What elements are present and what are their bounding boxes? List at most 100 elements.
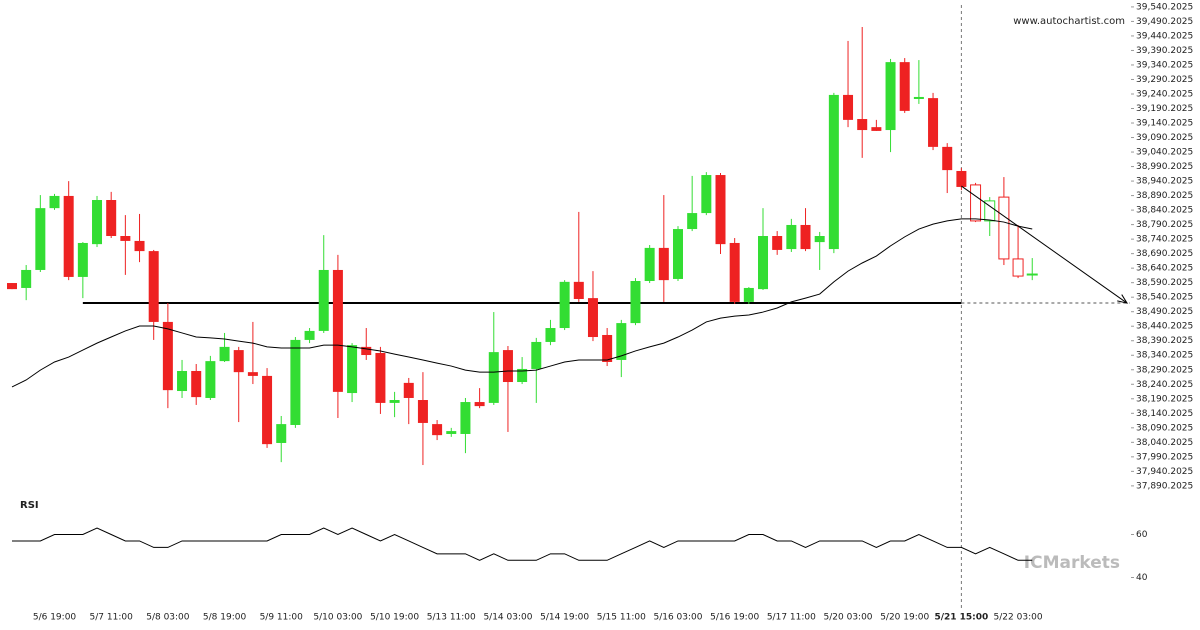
candle-body (559, 281, 570, 329)
y-tick-label: 39,140.2025 (1136, 119, 1193, 129)
candle-body (871, 127, 882, 131)
candle-body (913, 96, 924, 99)
candle-body (162, 321, 173, 391)
x-tick-label: 5/7 11:00 (90, 613, 134, 623)
candle-body (616, 323, 627, 360)
x-tick-label: 5/8 19:00 (203, 613, 247, 623)
candle-body (375, 352, 386, 403)
y-tick-label: 39,090.2025 (1136, 133, 1193, 143)
y-tick-label: 38,640.2025 (1136, 264, 1193, 274)
y-tick-label: 38,790.2025 (1136, 220, 1193, 230)
y-tick-label: 39,240.2025 (1136, 89, 1193, 99)
candle-body (347, 345, 358, 394)
candle-body (828, 94, 839, 250)
candle-body (417, 400, 428, 423)
candle-body (262, 375, 273, 445)
x-tick-label: 5/15 11:00 (597, 613, 646, 623)
candle-body (177, 370, 188, 392)
candle-body (517, 368, 528, 383)
candle-body (687, 213, 698, 230)
candle-body (630, 280, 641, 324)
y-tick-label: 38,190.2025 (1136, 394, 1193, 404)
y-tick-label: 37,940.2025 (1136, 467, 1193, 477)
x-tick-label: 5/14 03:00 (483, 613, 532, 623)
candle-body (106, 200, 117, 237)
x-tick-label: 5/8 03:00 (146, 613, 190, 623)
candle-body (432, 424, 443, 436)
candle-body (998, 196, 1010, 260)
candle-body (92, 200, 103, 245)
candle-body (191, 370, 202, 398)
y-tick-label: 38,540.2025 (1136, 293, 1193, 303)
candle-body (120, 236, 131, 241)
y-tick-label: 38,040.2025 (1136, 438, 1193, 448)
candle-body (672, 229, 683, 279)
y-tick-label: 39,190.2025 (1136, 104, 1193, 114)
y-tick-label: 39,540.2025 (1136, 2, 1193, 12)
y-tick-label: 38,390.2025 (1136, 336, 1193, 346)
candle-body (35, 208, 46, 270)
candle-body (446, 431, 457, 434)
rsi-line (12, 527, 1033, 561)
y-tick-label: 38,590.2025 (1136, 278, 1193, 288)
x-tick-label: 5/16 03:00 (653, 613, 702, 623)
source-watermark: www.autochartist.com (1013, 16, 1125, 27)
candle-body (134, 240, 145, 252)
candle-body (290, 339, 301, 425)
candle-body (885, 62, 896, 131)
moving-average (11, 218, 1033, 388)
candle-body (772, 236, 783, 250)
candle-body (701, 175, 712, 214)
candle-body (587, 298, 598, 338)
x-tick-label: 5/16 19:00 (710, 613, 759, 623)
candle-body (899, 62, 910, 111)
y-tick-label: 39,390.2025 (1136, 46, 1193, 56)
y-tick-label: 38,990.2025 (1136, 162, 1193, 172)
candle-body (715, 175, 726, 245)
candle-body (233, 350, 244, 373)
y-tick-label: 38,290.2025 (1136, 365, 1193, 375)
candle-body (545, 328, 556, 342)
candle-body (502, 350, 513, 383)
x-tick-label: 5/10 19:00 (370, 613, 419, 623)
x-tick-label: 5/9 11:00 (260, 613, 304, 623)
brand-logo: ICMarkets (1024, 553, 1120, 573)
rsi-label: RSI (20, 500, 39, 511)
candle-body (970, 184, 982, 222)
y-tick-label: 39,040.2025 (1136, 148, 1193, 158)
candle-body (304, 330, 315, 340)
candle-body (460, 402, 471, 434)
y-tick-label: 38,090.2025 (1136, 423, 1193, 433)
candle-body (77, 242, 88, 277)
y-tick-label: 37,890.2025 (1136, 481, 1193, 491)
candle-body (49, 195, 60, 209)
candle-body (247, 372, 258, 376)
candle-body (389, 400, 400, 403)
candle-body (361, 346, 372, 356)
y-tick-label: 38,140.2025 (1136, 409, 1193, 419)
x-tick-label: 5/10 03:00 (313, 613, 362, 623)
candle-body (205, 361, 216, 398)
candle-body (276, 424, 287, 443)
candle-body (743, 287, 754, 302)
candle-body (1012, 258, 1024, 277)
y-tick-label: 37,990.2025 (1136, 452, 1193, 462)
y-tick-label: 38,240.2025 (1136, 380, 1193, 390)
candle-body (148, 251, 159, 322)
candle-body (942, 146, 953, 171)
y-tick-label: 39,490.2025 (1136, 17, 1193, 27)
y-tick-label: 38,690.2025 (1136, 249, 1193, 259)
y-tick-label: 38,440.2025 (1136, 322, 1193, 332)
candle-body (800, 224, 811, 250)
candle-body (403, 382, 414, 398)
x-tick-label: 5/20 03:00 (824, 613, 873, 623)
forecast-arrow (961, 185, 1128, 304)
candle-body (63, 195, 74, 277)
x-tick-label: 5/22 03:00 (994, 613, 1043, 623)
candle-body (786, 224, 797, 250)
x-tick-label: 5/14 19:00 (540, 613, 589, 623)
candle-body (21, 269, 32, 288)
candle-body (658, 247, 669, 281)
candle-body (474, 402, 485, 407)
